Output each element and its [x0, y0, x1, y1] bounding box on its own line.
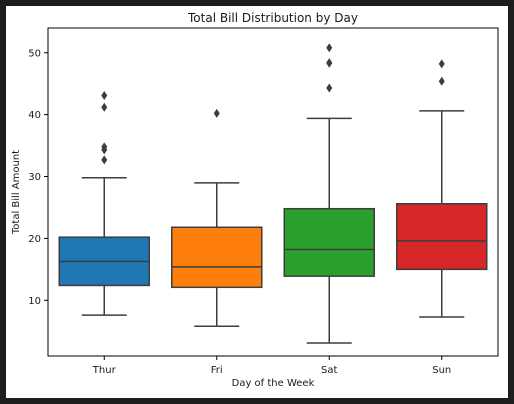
- x-tick-label: Sun: [432, 365, 451, 376]
- y-tick-label: 50: [28, 48, 41, 59]
- outlier-point: [326, 58, 333, 68]
- x-tick-label: Sat: [321, 365, 337, 376]
- box-plot-chart: Total Bill Distribution by Day Total Bil…: [11, 11, 499, 389]
- figure: Total Bill Distribution by Day Total Bil…: [6, 6, 508, 398]
- box-fri: [171, 226, 263, 289]
- outlier-point: [326, 43, 333, 53]
- y-tick-label: 20: [28, 234, 41, 245]
- plot-frame: [47, 27, 499, 357]
- x-tick-label: Fri: [211, 365, 223, 376]
- outlier-point: [101, 90, 108, 100]
- box-sun: [396, 203, 488, 271]
- chart-title: Total Bill Distribution by Day: [187, 11, 358, 25]
- outlier-point: [326, 83, 333, 93]
- y-tick-label: 10: [28, 296, 41, 307]
- x-tick-label: Thur: [92, 365, 117, 376]
- plot-area: 10 20 30 40 50 Thur Fri Sat Sun: [28, 27, 499, 376]
- x-axis-label: Day of the Week: [232, 378, 315, 389]
- outlier-point: [101, 142, 108, 152]
- outlier-point: [101, 102, 108, 112]
- y-tick-label: 30: [28, 172, 41, 183]
- y-axis-label: Total Bill Amount: [11, 150, 22, 235]
- outlier-point: [213, 108, 220, 118]
- outlier-point: [438, 76, 445, 86]
- outlier-point: [101, 155, 108, 165]
- outlier-point: [438, 59, 445, 69]
- box-sat: [283, 207, 375, 277]
- y-tick-label: 40: [28, 110, 41, 121]
